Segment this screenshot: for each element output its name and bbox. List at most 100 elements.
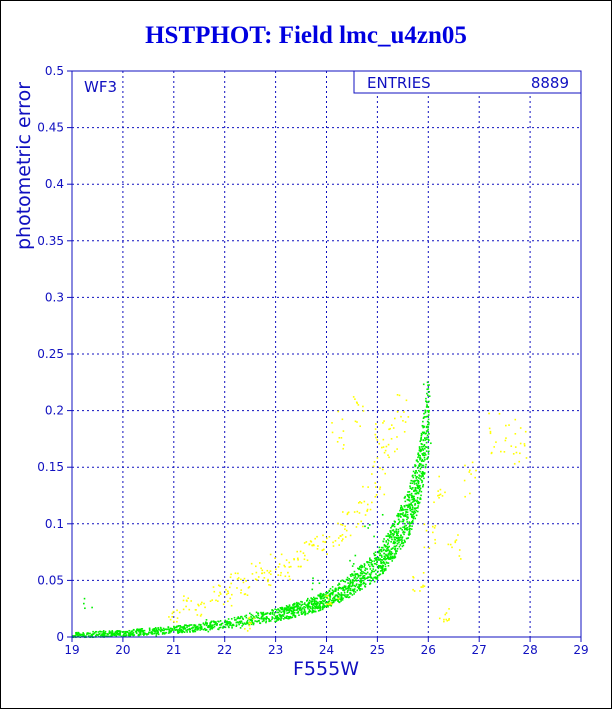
scatter-point	[405, 399, 408, 402]
scatter-point	[102, 632, 105, 635]
scatter-point	[358, 587, 360, 590]
scatter-point	[297, 610, 300, 613]
scatter-point	[286, 612, 288, 614]
scatter-point	[375, 486, 377, 488]
scatter-point	[382, 438, 385, 441]
scatter-point	[346, 578, 349, 581]
scatter-point	[277, 617, 280, 619]
scatter-point	[293, 613, 295, 616]
scatter-point	[421, 458, 424, 461]
scatter-point	[118, 630, 120, 632]
scatter-point	[419, 457, 422, 460]
scatter-point	[411, 504, 414, 507]
scatter-point	[241, 617, 244, 620]
scatter-point	[407, 506, 409, 509]
scatter-point	[359, 589, 361, 592]
scatter-point	[354, 398, 356, 400]
scatter-point	[376, 439, 379, 441]
scatter-point	[443, 620, 445, 623]
scatter-point	[391, 529, 394, 532]
scatter-point	[423, 416, 425, 419]
scatter-point	[185, 599, 188, 602]
scatter-point	[415, 492, 418, 495]
scatter-point	[376, 457, 379, 459]
scatter-point	[269, 570, 272, 572]
scatter-point	[357, 574, 360, 577]
scatter-point	[126, 630, 129, 633]
scatter-point	[373, 535, 375, 538]
scatter-point	[352, 579, 354, 581]
scatter-point	[219, 624, 221, 626]
scatter-point	[391, 557, 394, 560]
scatter-point	[387, 542, 390, 544]
scatter-point	[354, 591, 357, 593]
scatter-point	[201, 601, 203, 604]
scatter-point	[438, 475, 440, 478]
scatter-point	[422, 420, 424, 423]
scatter-point	[359, 501, 361, 503]
scatter-point	[372, 568, 375, 570]
scatter-point	[398, 539, 400, 542]
scatter-point	[415, 509, 418, 512]
scatter-point	[335, 598, 338, 601]
scatter-point	[355, 401, 358, 404]
scatter-point	[276, 619, 279, 621]
scatter-point	[420, 449, 423, 452]
scatter-point	[418, 454, 420, 456]
scatter-point	[384, 568, 386, 571]
scatter-point	[312, 611, 315, 613]
scatter-point	[339, 586, 342, 589]
scatter-point	[332, 591, 335, 593]
scatter-point	[297, 611, 300, 614]
scatter-point	[327, 605, 329, 608]
y-tick-label: 0.05	[37, 573, 64, 587]
scatter-point	[381, 556, 383, 558]
scatter-point	[317, 606, 319, 608]
scatter-point	[113, 632, 116, 635]
scatter-point	[336, 440, 339, 443]
scatter-point	[382, 422, 384, 424]
scatter-point	[197, 604, 200, 607]
x-tick-label: 24	[319, 643, 334, 657]
scatter-point	[318, 594, 321, 596]
scatter-point	[427, 414, 430, 416]
scatter-point	[396, 436, 398, 438]
scatter-point	[138, 630, 140, 633]
scatter-point	[347, 586, 349, 589]
scatter-point	[362, 405, 364, 408]
scatter-point	[182, 627, 185, 629]
scatter-point	[340, 593, 343, 596]
scatter-point	[292, 606, 294, 608]
scatter-point	[405, 510, 407, 513]
scatter-point	[227, 621, 229, 623]
scatter-point	[353, 511, 356, 513]
scatter-point	[319, 603, 321, 605]
scatter-point	[406, 529, 409, 531]
scatter-point	[416, 502, 419, 504]
scatter-point	[414, 489, 417, 492]
scatter-point	[196, 629, 198, 631]
scatter-point	[314, 597, 316, 600]
scatter-point	[216, 624, 218, 627]
scatter-point	[294, 606, 296, 608]
scatter-point	[363, 577, 366, 579]
scatter-point	[255, 565, 257, 568]
scatter-point	[292, 604, 294, 606]
scatter-point	[188, 608, 191, 611]
scatter-point	[383, 544, 386, 546]
scatter-point	[109, 635, 112, 638]
scatter-point	[419, 484, 421, 487]
scatter-point	[386, 535, 389, 537]
scatter-point	[422, 464, 425, 467]
scatter-point	[404, 421, 407, 423]
scatter-point	[306, 606, 309, 608]
scatter-point	[162, 631, 164, 634]
scatter-point	[423, 412, 425, 415]
scatter-point	[256, 616, 258, 619]
scatter-point	[361, 588, 363, 590]
scatter-point	[185, 605, 187, 608]
scatter-point	[154, 630, 157, 633]
scatter-point	[334, 595, 337, 597]
scatter-point	[366, 577, 369, 579]
scatter-point	[312, 604, 314, 607]
